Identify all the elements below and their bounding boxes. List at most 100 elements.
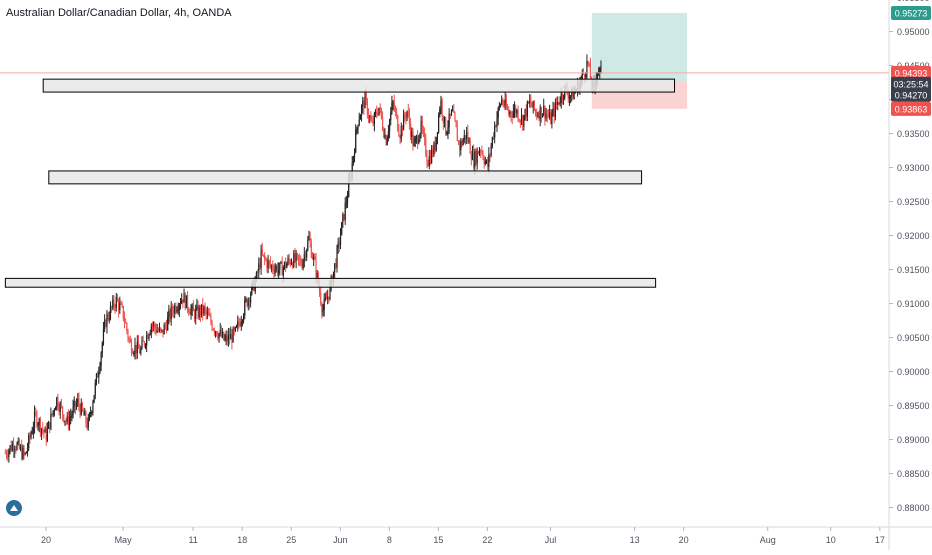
- zones[interactable]: [4, 78, 676, 288]
- candle-body: [379, 107, 381, 109]
- candle-body: [40, 428, 43, 433]
- top-range-zone[interactable]: [42, 78, 676, 93]
- candle-body: [300, 259, 302, 265]
- candle-body: [130, 342, 133, 353]
- candle-body: [302, 260, 304, 268]
- candle-body: [432, 149, 434, 155]
- x-tick-label: 13: [630, 535, 640, 545]
- y-tick-label: 0.95500: [897, 0, 930, 3]
- candle-body: [230, 333, 232, 340]
- price-tag: [891, 5, 931, 20]
- candle-body: [66, 416, 68, 422]
- candle-body: [328, 296, 330, 300]
- candle-body: [163, 324, 165, 335]
- candle-body: [45, 428, 47, 441]
- candle-body: [63, 414, 65, 422]
- candle-body: [129, 339, 131, 343]
- candle-body: [471, 151, 474, 160]
- candle-body: [264, 254, 266, 259]
- candle-body: [409, 123, 412, 137]
- candle-body: [446, 131, 448, 135]
- candle-body: [448, 113, 450, 128]
- candle-body: [52, 410, 54, 415]
- candle-body: [424, 132, 426, 139]
- candle-body: [551, 113, 553, 124]
- candle-body: [205, 309, 207, 314]
- candle-body: [371, 120, 373, 122]
- tradingview-logo-icon[interactable]: [6, 500, 22, 516]
- candle-body: [143, 341, 145, 346]
- candle-body: [196, 305, 198, 310]
- x-tick-label: Aug: [760, 535, 776, 545]
- x-tick-label: 15: [433, 535, 443, 545]
- candle-body: [374, 111, 377, 114]
- candle-body: [487, 160, 489, 168]
- candle-body: [495, 125, 497, 127]
- candle-body: [442, 115, 444, 124]
- candle-body: [461, 141, 463, 146]
- target-zone[interactable]: [591, 12, 688, 82]
- candle-body: [304, 253, 307, 258]
- candle-body: [538, 115, 540, 120]
- candle-body: [303, 253, 305, 261]
- candle-body: [121, 304, 123, 307]
- candle-body: [325, 298, 328, 300]
- candle-body: [213, 329, 216, 333]
- candle-body: [250, 294, 252, 303]
- resistance-zone[interactable]: [4, 277, 657, 288]
- candle-body: [37, 424, 39, 426]
- candle-body: [84, 411, 86, 416]
- candle-body: [274, 269, 276, 274]
- candle-body: [183, 293, 185, 303]
- candle-body: [54, 407, 57, 411]
- candle-body: [557, 102, 559, 105]
- candle-body: [127, 330, 129, 339]
- candle-body: [555, 102, 558, 105]
- candle-body: [260, 249, 262, 268]
- candle-body: [433, 142, 435, 155]
- candle-body: [8, 450, 10, 457]
- candle-body: [357, 125, 359, 128]
- candle-body: [142, 340, 144, 342]
- candle-body: [489, 154, 491, 156]
- candle-body: [488, 154, 490, 168]
- candle-body: [392, 101, 394, 104]
- candle-body: [91, 411, 93, 414]
- candle-body: [381, 117, 384, 130]
- candle-body: [290, 263, 293, 265]
- candle-body: [209, 315, 211, 317]
- candle-body: [383, 129, 385, 138]
- y-tick-label: 0.90500: [897, 333, 930, 343]
- candle-body: [83, 410, 85, 416]
- candle-body: [267, 260, 269, 268]
- mid-support-zone[interactable]: [48, 170, 643, 185]
- candle-body: [470, 153, 472, 160]
- x-tick-label: 11: [188, 535, 197, 545]
- candle-body: [501, 99, 503, 105]
- candle-body: [310, 243, 312, 258]
- x-tick-label: May: [115, 535, 133, 545]
- candle-body: [466, 131, 468, 139]
- candle-body: [378, 107, 380, 115]
- candle-body: [147, 334, 149, 339]
- candle-body: [456, 127, 458, 142]
- position-tool[interactable]: [591, 12, 688, 109]
- candle-body: [499, 104, 502, 106]
- candle-body: [510, 112, 512, 116]
- candle-body: [72, 406, 74, 415]
- y-tick-label: 0.88000: [897, 503, 930, 513]
- candle-body: [64, 420, 66, 422]
- candle-body: [390, 112, 392, 121]
- candle-body: [367, 114, 370, 118]
- candle-body: [108, 318, 110, 320]
- candle-body: [17, 440, 19, 444]
- candle-body: [351, 162, 353, 178]
- candle-body: [4, 453, 6, 455]
- candle-body: [515, 107, 517, 114]
- candle-body: [30, 433, 32, 438]
- candle-body: [140, 348, 142, 354]
- y-tick-label: 0.91000: [897, 299, 930, 309]
- price-tag: [891, 87, 931, 102]
